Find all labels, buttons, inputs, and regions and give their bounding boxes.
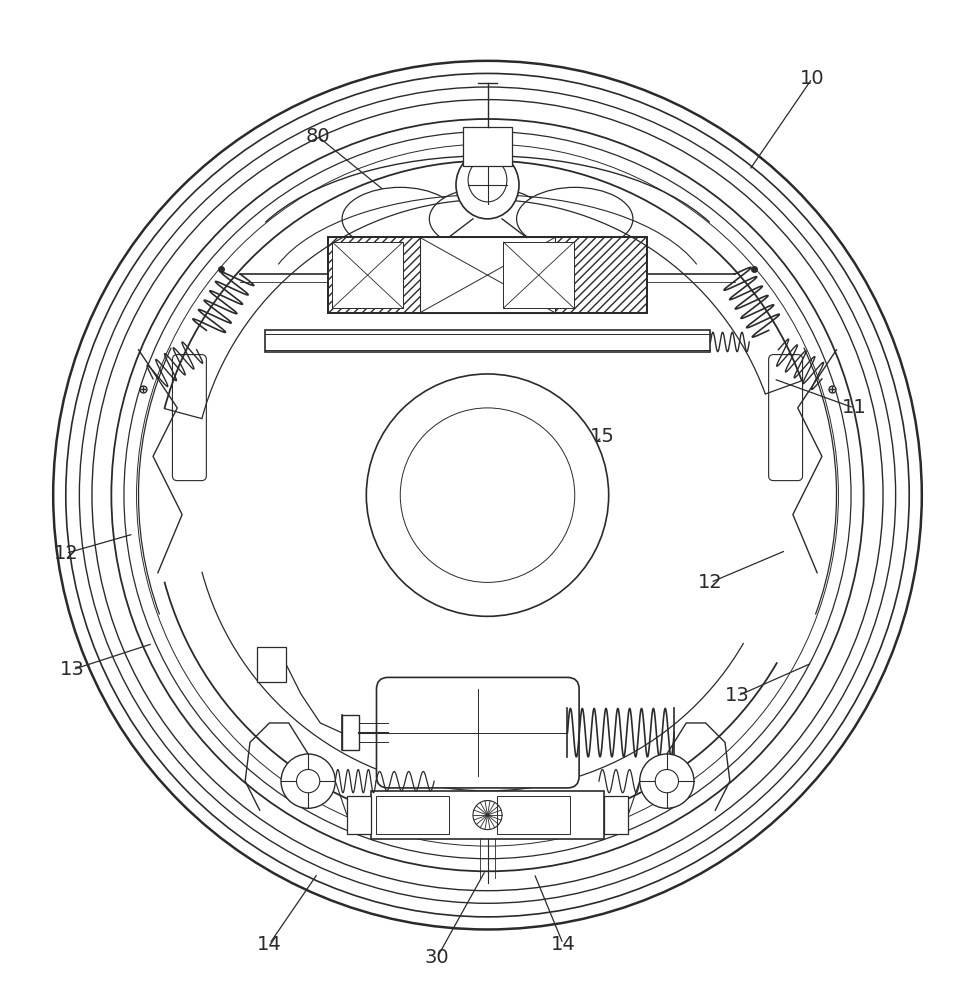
FancyBboxPatch shape	[768, 355, 802, 481]
Circle shape	[111, 119, 864, 871]
Bar	[332, 242, 403, 308]
Text: 14: 14	[257, 935, 282, 954]
Ellipse shape	[517, 187, 633, 250]
Circle shape	[367, 374, 608, 616]
Bar	[264, 330, 711, 352]
Text: 15: 15	[590, 427, 614, 446]
Bar	[497, 796, 570, 834]
FancyBboxPatch shape	[376, 677, 579, 788]
Bar	[419, 237, 556, 313]
Text: 80: 80	[305, 127, 331, 146]
Text: 12: 12	[54, 544, 78, 563]
Bar	[347, 796, 371, 834]
Text: 13: 13	[60, 660, 85, 679]
Bar	[328, 237, 647, 313]
Ellipse shape	[468, 158, 507, 202]
Circle shape	[640, 754, 694, 808]
Circle shape	[296, 770, 320, 793]
Text: 11: 11	[841, 398, 867, 417]
Bar	[257, 647, 287, 682]
Circle shape	[281, 754, 335, 808]
Ellipse shape	[342, 187, 458, 250]
Bar	[328, 237, 647, 313]
Bar	[341, 715, 359, 750]
Bar	[604, 796, 628, 834]
FancyBboxPatch shape	[173, 355, 207, 481]
Ellipse shape	[429, 187, 546, 250]
Bar	[371, 791, 604, 839]
Ellipse shape	[456, 151, 519, 219]
Text: 14: 14	[551, 935, 575, 954]
Text: 13: 13	[725, 686, 750, 705]
Bar	[376, 796, 448, 834]
Bar	[463, 127, 512, 166]
Bar	[328, 237, 647, 313]
Circle shape	[655, 770, 679, 793]
Text: 12: 12	[698, 573, 722, 592]
Text: 10: 10	[800, 69, 825, 88]
Bar	[503, 242, 574, 308]
Text: 30: 30	[425, 948, 449, 967]
